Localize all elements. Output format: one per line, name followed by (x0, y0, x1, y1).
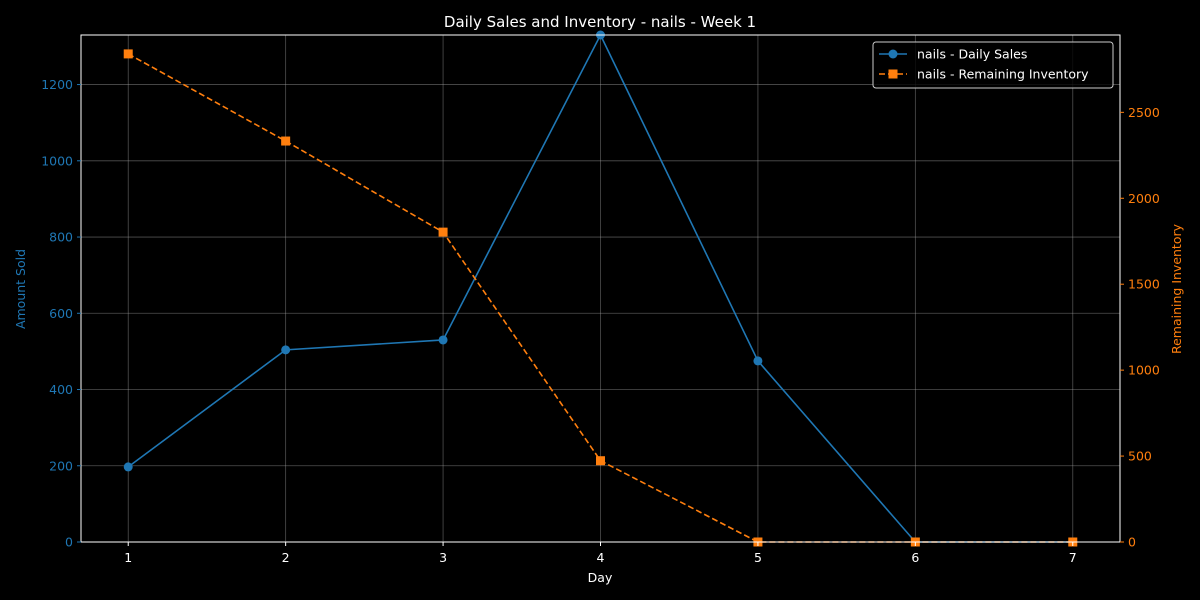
y-left-tick-label: 1000 (41, 153, 73, 168)
y-right-tick-label: 2000 (1128, 191, 1160, 206)
legend-label: nails - Remaining Inventory (917, 67, 1089, 82)
chart-title: Daily Sales and Inventory - nails - Week… (444, 13, 756, 31)
data-point-circle (753, 356, 763, 366)
y-right-tick-label: 0 (1128, 535, 1136, 550)
y-right-tick-label: 1500 (1128, 277, 1160, 292)
x-tick-label: 3 (439, 550, 447, 565)
y-axis-label-left: Amount Sold (13, 249, 28, 329)
data-point-square (123, 49, 133, 59)
data-point-circle (438, 335, 448, 345)
x-tick-label: 7 (1069, 550, 1077, 565)
data-point-square (281, 136, 291, 146)
data-point-circle (123, 462, 133, 472)
legend: nails - Daily Sales nails - Remaining Inv… (872, 41, 1114, 89)
y-right-tick-label: 2500 (1128, 105, 1160, 120)
legend-marker-square (888, 69, 898, 79)
y-left-tick-label: 200 (49, 458, 73, 473)
x-tick-label: 6 (911, 550, 919, 565)
y-left-tick-label: 0 (65, 535, 73, 550)
y-left-tick-label: 600 (49, 306, 73, 321)
legend-label: nails - Daily Sales (917, 47, 1027, 62)
x-tick-label: 2 (282, 550, 290, 565)
x-tick-label: 5 (754, 550, 762, 565)
x-axis-label: Day (588, 570, 613, 585)
y-left-tick-label: 1200 (41, 77, 73, 92)
x-tick-label: 1 (124, 550, 132, 565)
legend-item: nails - Daily Sales (879, 47, 1027, 62)
y-left-tick-label: 400 (49, 382, 73, 397)
y-right-tick-label: 500 (1128, 449, 1152, 464)
data-point-circle (281, 345, 291, 355)
axes: 1 2 3 4 5 6 7 0 200 400 600 800 1000 1200 0 500 1000 1500… (41, 77, 1160, 565)
y-axis-label-right: Remaining Inventory (1169, 223, 1184, 354)
legend-marker-circle (888, 49, 898, 59)
data-point-square (596, 456, 605, 466)
legend-item: nails - Remaining Inventory (879, 67, 1089, 82)
legend-box (872, 41, 1114, 89)
y-left-tick-label: 800 (49, 230, 73, 245)
y-right-tick-label: 1000 (1128, 363, 1160, 378)
data-point-square (438, 227, 448, 237)
x-tick-label: 4 (597, 550, 605, 565)
